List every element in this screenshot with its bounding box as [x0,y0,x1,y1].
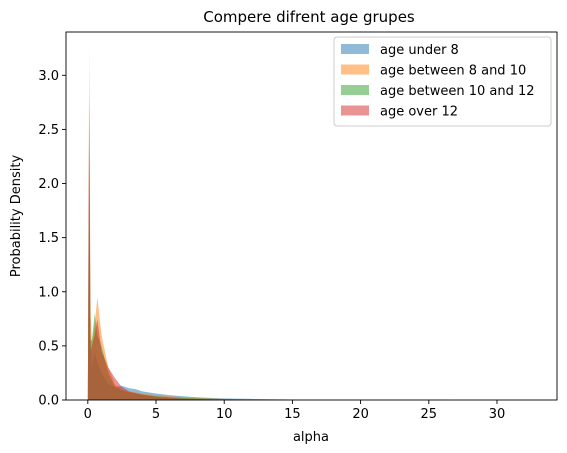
y-tick-label: 0.0 [38,394,59,409]
legend-label-2: age between 8 and 10 [380,64,526,79]
legend-label-4: age over 12 [380,105,458,120]
y-tick-label: 1.5 [38,231,59,246]
legend-frame [333,36,552,127]
legend: age under 8 age between 8 and 10 age betwe… [333,36,552,127]
legend-swatch-1 [341,44,369,54]
x-tick-label: 20 [352,407,369,422]
y-tick-label: 1.0 [38,285,59,300]
x-axis-label: alpha [293,430,329,445]
legend-label-3: age between 10 and 12 [380,84,535,99]
legend-swatch-2 [341,64,369,75]
plot-frame [65,31,558,401]
tick-layer: 0 5 10 15 20 25 30 0.0 0.5 1.0 1.5 2.0 2.5 3.0 [38,69,505,422]
chart-title: Compere difrent age grupes [203,8,415,26]
x-tick-label: 30 [489,407,506,422]
y-tick-label: 0.5 [38,339,59,354]
legend-swatch-3 [341,85,369,95]
legend-swatch-4 [341,105,369,116]
series-layer [87,48,538,401]
y-tick-label: 3.0 [38,69,59,84]
legend-label-1: age under 8 [380,43,459,58]
x-tick-label: 0 [84,407,92,422]
y-tick-label: 2.5 [38,123,59,138]
x-tick-label: 15 [284,407,301,422]
x-tick-label: 10 [216,407,233,422]
x-tick-label: 5 [152,407,160,422]
y-tick-label: 2.0 [38,177,59,192]
y-axis-label: Probability Density [9,155,24,278]
x-tick-label: 25 [421,407,438,422]
series-area-4 [87,102,252,400]
